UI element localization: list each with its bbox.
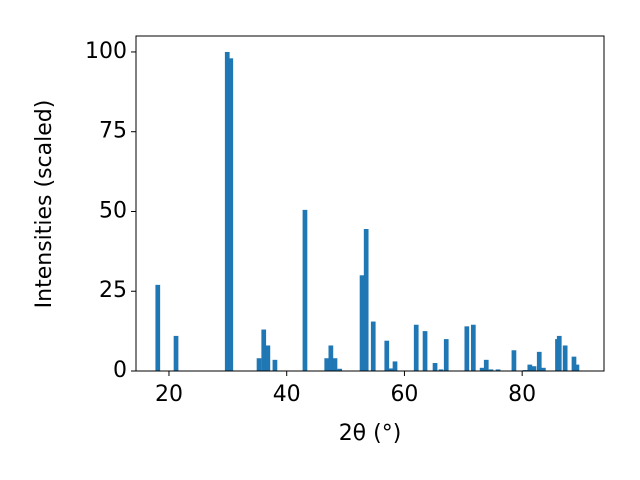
bar bbox=[432, 363, 438, 371]
y-tick-label: 0 bbox=[113, 358, 127, 383]
bar bbox=[541, 367, 546, 371]
y-tick-label: 50 bbox=[99, 198, 127, 223]
y-tick-label: 75 bbox=[99, 119, 127, 144]
bar bbox=[438, 369, 444, 371]
bar bbox=[470, 324, 476, 371]
bar bbox=[527, 364, 533, 371]
bar bbox=[328, 345, 334, 371]
x-tick-label: 60 bbox=[390, 382, 418, 407]
bar bbox=[511, 350, 517, 371]
bar bbox=[413, 324, 419, 371]
x-tick-label: 40 bbox=[273, 382, 301, 407]
bar bbox=[562, 345, 568, 371]
x-tick-label: 20 bbox=[155, 382, 183, 407]
bar bbox=[265, 345, 271, 371]
bar bbox=[574, 364, 580, 371]
bar bbox=[479, 367, 485, 371]
y-axis-label: Intensities (scaled) bbox=[32, 100, 57, 309]
bar bbox=[261, 329, 267, 371]
bar bbox=[155, 284, 161, 371]
bar bbox=[536, 351, 542, 371]
bar bbox=[384, 340, 390, 371]
bar bbox=[495, 369, 501, 371]
bar bbox=[359, 275, 365, 371]
x-axis-label: 2θ (°) bbox=[339, 421, 402, 446]
bar bbox=[173, 335, 179, 371]
bar bbox=[370, 321, 376, 371]
axes-frame bbox=[135, 35, 605, 372]
bar bbox=[332, 358, 338, 371]
bar bbox=[302, 209, 308, 371]
bar bbox=[464, 326, 470, 371]
bar bbox=[363, 229, 369, 371]
bar bbox=[556, 335, 562, 371]
bar bbox=[224, 51, 230, 371]
bar bbox=[256, 358, 262, 371]
y-tick-label: 25 bbox=[99, 278, 127, 303]
bar bbox=[483, 359, 489, 371]
bar bbox=[388, 368, 394, 371]
bar bbox=[443, 339, 449, 371]
x-tick-label: 80 bbox=[508, 382, 536, 407]
bar bbox=[531, 366, 537, 371]
y-tick-label: 100 bbox=[85, 39, 127, 64]
bar bbox=[228, 58, 234, 371]
bar bbox=[488, 369, 494, 371]
bar bbox=[571, 356, 577, 371]
bar bbox=[272, 359, 278, 371]
bar bbox=[337, 368, 343, 371]
bar bbox=[392, 361, 398, 371]
bar bbox=[422, 331, 428, 371]
bar bbox=[324, 358, 330, 371]
